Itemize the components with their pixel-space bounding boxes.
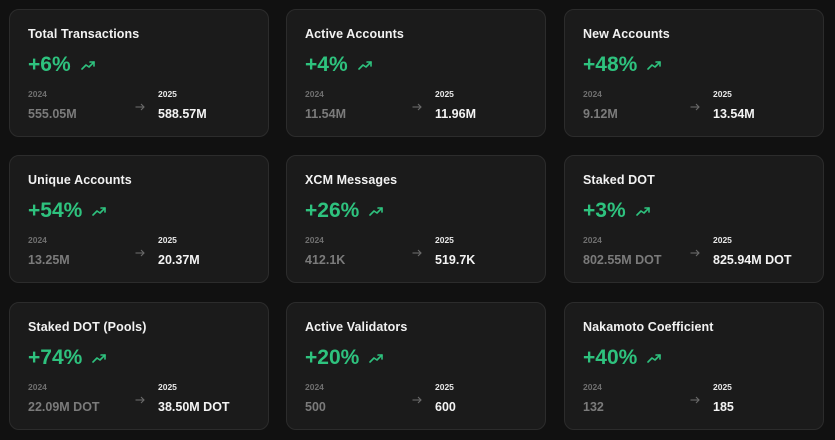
to-year-label: 2025 bbox=[158, 382, 177, 392]
from-year-value: 412.1K bbox=[305, 253, 346, 267]
arrow-right-icon bbox=[690, 396, 700, 404]
arrow-right-icon bbox=[135, 249, 145, 257]
change-percent: +4% bbox=[305, 53, 348, 76]
to-year-value: 588.57M bbox=[158, 107, 207, 121]
change-percent: +3% bbox=[583, 199, 626, 222]
card-title: Active Validators bbox=[305, 320, 408, 334]
from-year-label: 2024 bbox=[28, 235, 47, 245]
trending-up-icon bbox=[92, 354, 107, 363]
year-comparison: 2024 500 2025 600 bbox=[305, 381, 527, 417]
year-comparison: 2024 555.05M 2025 588.57M bbox=[28, 88, 250, 124]
change-percent: +6% bbox=[28, 53, 71, 76]
to-year-value: 11.96M bbox=[435, 107, 477, 121]
arrow-right-icon bbox=[412, 103, 422, 111]
to-year-label: 2025 bbox=[713, 89, 732, 99]
card-title: XCM Messages bbox=[305, 173, 398, 187]
card-title: Nakamoto Coefficient bbox=[583, 320, 714, 334]
from-year-label: 2024 bbox=[305, 235, 324, 245]
from-year-value: 13.25M bbox=[28, 253, 70, 267]
from-year-value: 11.54M bbox=[305, 107, 347, 121]
to-year-label: 2025 bbox=[713, 382, 732, 392]
year-comparison: 2024 132 2025 185 bbox=[583, 381, 805, 417]
trending-up-icon bbox=[369, 207, 384, 216]
stat-card-staked-dot-pools: Staked DOT (Pools) +74% 2024 22.09M DOT … bbox=[9, 302, 269, 430]
card-title: Staked DOT (Pools) bbox=[28, 320, 147, 334]
change-percent: +54% bbox=[28, 199, 83, 222]
stat-card-active-validators: Active Validators +20% 2024 500 2025 600 bbox=[286, 302, 546, 430]
change-percent: +26% bbox=[305, 199, 360, 222]
stat-card-xcm-messages: XCM Messages +26% 2024 412.1K 2025 519.7… bbox=[286, 155, 546, 283]
arrow-right-icon bbox=[690, 103, 700, 111]
from-year-label: 2024 bbox=[583, 382, 602, 392]
trending-up-icon bbox=[357, 61, 372, 70]
year-comparison: 2024 13.25M 2025 20.37M bbox=[28, 234, 250, 270]
from-year-label: 2024 bbox=[583, 89, 602, 99]
from-year-value: 802.55M DOT bbox=[583, 253, 662, 267]
trending-up-icon bbox=[635, 207, 650, 216]
arrow-right-icon bbox=[135, 396, 145, 404]
stat-card-total-transactions: Total Transactions +6% 2024 555.05M 2025… bbox=[9, 9, 269, 137]
to-year-label: 2025 bbox=[158, 235, 177, 245]
to-year-label: 2025 bbox=[435, 382, 454, 392]
card-title: Active Accounts bbox=[305, 27, 404, 41]
to-year-value: 825.94M DOT bbox=[713, 253, 792, 267]
arrow-right-icon bbox=[690, 249, 700, 257]
from-year-value: 9.12M bbox=[583, 107, 618, 121]
stat-card-unique-accounts: Unique Accounts +54% 2024 13.25M 2025 20… bbox=[9, 155, 269, 283]
stat-card-active-accounts: Active Accounts +4% 2024 11.54M 2025 11.… bbox=[286, 9, 546, 137]
trending-up-icon bbox=[369, 354, 384, 363]
year-comparison: 2024 802.55M DOT 2025 825.94M DOT bbox=[583, 234, 805, 270]
stat-card-staked-dot: Staked DOT +3% 2024 802.55M DOT 2025 825… bbox=[564, 155, 824, 283]
year-comparison: 2024 412.1K 2025 519.7K bbox=[305, 234, 527, 270]
card-title: Unique Accounts bbox=[28, 173, 132, 187]
trending-up-icon bbox=[647, 354, 662, 363]
arrow-right-icon bbox=[412, 396, 422, 404]
from-year-label: 2024 bbox=[305, 89, 324, 99]
card-title: Staked DOT bbox=[583, 173, 655, 187]
to-year-label: 2025 bbox=[435, 235, 454, 245]
from-year-label: 2024 bbox=[305, 382, 324, 392]
year-comparison: 2024 9.12M 2025 13.54M bbox=[583, 88, 805, 124]
stat-card-new-accounts: New Accounts +48% 2024 9.12M 2025 13.54M bbox=[564, 9, 824, 137]
change-percent: +48% bbox=[583, 53, 638, 76]
to-year-value: 38.50M DOT bbox=[158, 400, 230, 414]
from-year-label: 2024 bbox=[28, 89, 47, 99]
trending-up-icon bbox=[647, 61, 662, 70]
change-percent: +20% bbox=[305, 346, 360, 369]
stat-card-nakamoto-coefficient: Nakamoto Coefficient +40% 2024 132 2025 … bbox=[564, 302, 824, 430]
to-year-value: 13.54M bbox=[713, 107, 755, 121]
to-year-label: 2025 bbox=[713, 235, 732, 245]
from-year-value: 555.05M bbox=[28, 107, 77, 121]
card-title: Total Transactions bbox=[28, 27, 140, 41]
to-year-value: 519.7K bbox=[435, 253, 476, 267]
trending-up-icon bbox=[80, 61, 95, 70]
to-year-value: 600 bbox=[435, 400, 456, 414]
from-year-value: 500 bbox=[305, 400, 326, 414]
to-year-value: 20.37M bbox=[158, 253, 200, 267]
change-percent: +40% bbox=[583, 346, 638, 369]
arrow-right-icon bbox=[412, 249, 422, 257]
change-percent: +74% bbox=[28, 346, 83, 369]
from-year-value: 132 bbox=[583, 400, 604, 414]
year-comparison: 2024 11.54M 2025 11.96M bbox=[305, 88, 527, 124]
to-year-value: 185 bbox=[713, 400, 734, 414]
arrow-right-icon bbox=[135, 103, 145, 111]
trending-up-icon bbox=[92, 207, 107, 216]
from-year-value: 22.09M DOT bbox=[28, 400, 100, 414]
card-title: New Accounts bbox=[583, 27, 670, 41]
to-year-label: 2025 bbox=[158, 89, 177, 99]
year-comparison: 2024 22.09M DOT 2025 38.50M DOT bbox=[28, 381, 250, 417]
from-year-label: 2024 bbox=[583, 235, 602, 245]
from-year-label: 2024 bbox=[28, 382, 47, 392]
to-year-label: 2025 bbox=[435, 89, 454, 99]
